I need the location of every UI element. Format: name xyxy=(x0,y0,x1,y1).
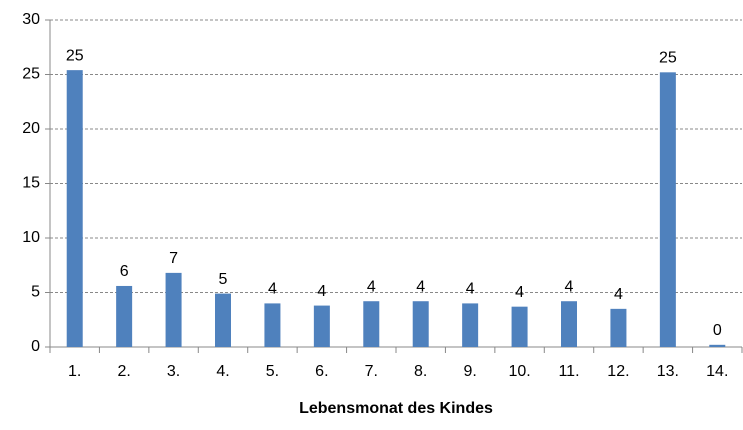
y-tick-label: 15 xyxy=(22,175,40,192)
y-tick-label: 10 xyxy=(22,229,40,246)
bar xyxy=(215,293,231,347)
data-label: 5 xyxy=(219,271,228,288)
y-tick-label: 5 xyxy=(31,284,40,301)
x-tick-label: 2. xyxy=(117,363,130,380)
data-label: 4 xyxy=(268,281,277,298)
bar xyxy=(363,301,380,347)
x-tick-label: 12. xyxy=(607,363,629,380)
bar xyxy=(561,301,577,347)
bar xyxy=(462,303,479,347)
data-label: 4 xyxy=(614,286,623,303)
data-label: 6 xyxy=(120,263,129,280)
bar xyxy=(116,285,133,347)
x-tick-label: 4. xyxy=(216,363,229,380)
x-tick-label: 7. xyxy=(365,363,378,380)
x-tick-label: 8. xyxy=(414,363,427,380)
data-label: 25 xyxy=(66,47,84,64)
data-label: 4 xyxy=(416,278,425,295)
y-tick-label: 0 xyxy=(31,338,40,355)
x-tick-label: 11. xyxy=(558,363,579,380)
x-tick-label: 5. xyxy=(266,363,279,380)
y-tick-label: 20 xyxy=(22,120,40,137)
bar xyxy=(165,272,182,347)
x-tick-label: 1. xyxy=(68,363,81,380)
data-label: 0 xyxy=(713,322,722,339)
data-label: 4 xyxy=(317,283,326,300)
x-tick-label: 3. xyxy=(167,363,180,380)
x-tick-label: 13. xyxy=(657,363,679,380)
bar xyxy=(66,70,83,347)
x-tick-label: 9. xyxy=(463,363,476,380)
data-label: 4 xyxy=(515,284,524,301)
bar xyxy=(511,306,528,347)
bar xyxy=(610,308,627,347)
data-label: 4 xyxy=(367,278,376,295)
data-label: 7 xyxy=(169,250,178,267)
bar xyxy=(709,344,726,347)
x-tick-label: 14. xyxy=(706,363,728,380)
bar xyxy=(313,305,330,347)
y-tick-label: 25 xyxy=(22,66,40,83)
data-label: 4 xyxy=(466,281,475,298)
x-tick-label: 10. xyxy=(508,363,530,380)
data-label: 4 xyxy=(565,278,574,295)
y-tick-label: 30 xyxy=(22,11,40,28)
bar xyxy=(264,303,281,347)
data-label: 25 xyxy=(659,50,677,67)
x-axis-label: Lebensmonat des Kindes xyxy=(299,400,493,417)
x-tick-label: 6. xyxy=(315,363,328,380)
bar xyxy=(412,301,429,347)
bar xyxy=(659,72,676,347)
